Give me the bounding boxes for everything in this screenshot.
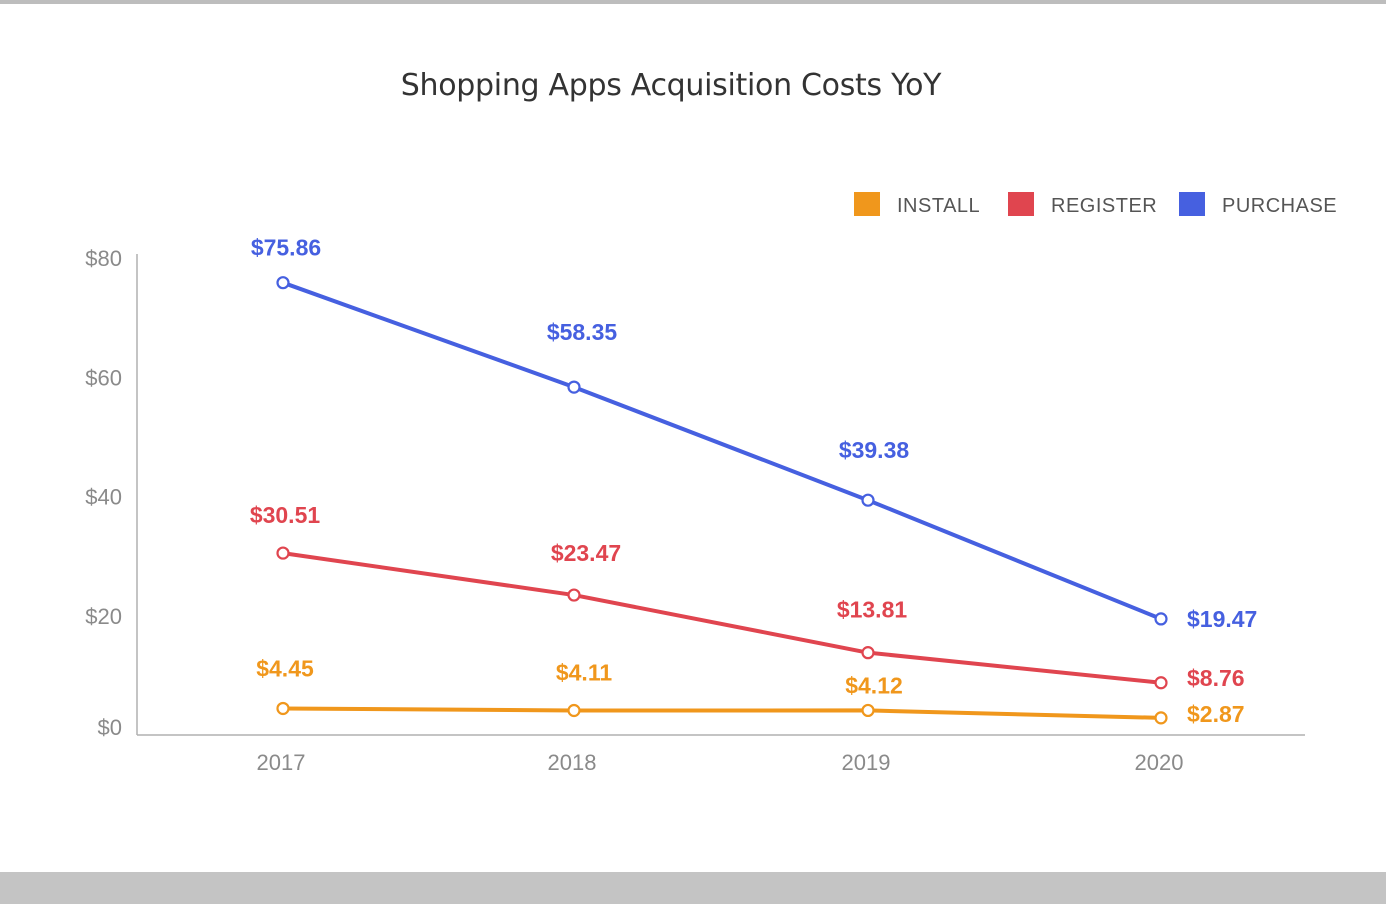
bottom-bar xyxy=(0,872,1386,904)
legend: INSTALL REGISTER PURCHASE xyxy=(854,192,1337,217)
data-point-install xyxy=(1154,711,1168,725)
data-label-purchase: $75.86 xyxy=(251,235,321,261)
data-point-install xyxy=(861,703,875,718)
series-line-install xyxy=(281,706,1163,720)
data-point-install xyxy=(276,701,290,716)
y-axis-ticks: $0 $20 $40 $60 $80 xyxy=(85,246,122,740)
data-label-purchase: $19.47 xyxy=(1187,606,1257,632)
line-chart: $0$20$40$60$80 2017 2018 2019 2020 $4.45 $4.… xyxy=(85,192,1337,775)
y-tick-label: $0 xyxy=(98,715,122,740)
legend-swatch-install xyxy=(854,192,880,216)
y-tick-label: $40 xyxy=(85,485,122,510)
data-label-install: $4.45 xyxy=(256,655,314,681)
data-label-register: $13.81 xyxy=(837,597,908,623)
data-label-install: $4.12 xyxy=(845,672,903,698)
series-line-register xyxy=(281,551,1163,685)
x-tick-label: 2018 xyxy=(548,750,597,775)
x-tick-label: 2017 xyxy=(257,750,306,775)
data-label-install: $4.11 xyxy=(556,659,612,685)
data-point-purchase xyxy=(861,493,875,507)
legend-label-install: INSTALL xyxy=(897,195,980,217)
chart-title: Shopping Apps Acquisition Costs YoY xyxy=(400,68,942,103)
data-label-register: $8.76 xyxy=(1187,665,1245,691)
data-label-purchase: $39.38 xyxy=(839,437,910,463)
data-point-register xyxy=(567,588,581,602)
legend-swatch-register xyxy=(1008,192,1034,216)
data-label-purchase: $58.35 xyxy=(547,319,618,345)
x-tick-label: 2020 xyxy=(1135,750,1184,775)
series-lines xyxy=(281,280,1163,720)
series-points xyxy=(276,276,1168,725)
legend-label-purchase: PURCHASE xyxy=(1222,195,1337,217)
y-tick-label: $60 xyxy=(85,365,122,390)
x-axis-ticks: 2017 2018 2019 2020 xyxy=(257,750,1184,775)
data-point-purchase xyxy=(276,276,290,290)
top-border xyxy=(0,0,1386,4)
data-labels: $4.45 $4.11 $4.12 $2.87 $30.51 $23.47 $13.81 $8… xyxy=(250,235,1258,727)
y-tick-label: $20 xyxy=(85,604,122,629)
axes xyxy=(136,254,1305,736)
data-point-register xyxy=(861,646,875,660)
x-tick-label: 2019 xyxy=(842,750,891,775)
data-label-register: $23.47 xyxy=(551,540,621,566)
data-point-register xyxy=(1154,676,1168,690)
data-label-register: $30.51 xyxy=(250,502,321,528)
legend-swatch-purchase xyxy=(1179,192,1205,216)
data-point-purchase xyxy=(1154,612,1168,626)
data-point-register xyxy=(276,546,290,560)
legend-label-register: REGISTER xyxy=(1051,195,1157,217)
data-label-install: $2.87 xyxy=(1187,701,1245,727)
data-point-install xyxy=(567,703,581,718)
y-tick-label: $80 xyxy=(85,246,122,271)
series-line-purchase xyxy=(281,280,1163,621)
data-point-purchase xyxy=(567,380,581,394)
